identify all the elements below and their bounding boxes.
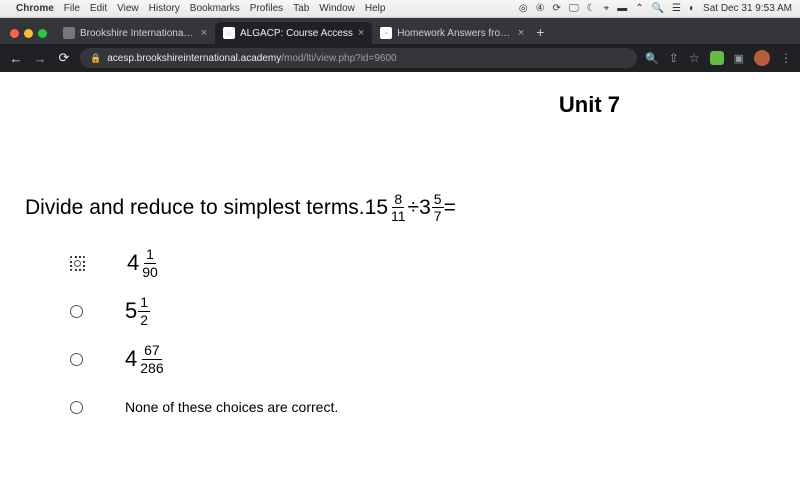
menu-help[interactable]: Help [365, 3, 386, 14]
radio-button[interactable] [70, 305, 83, 318]
choice-content: 467286 [125, 343, 166, 375]
bookmark-icon[interactable]: ☆ [689, 51, 700, 65]
menu-view[interactable]: View [117, 3, 139, 14]
share-icon[interactable]: ⇧ [669, 51, 679, 65]
browser-tab[interactable]: ▪ Homework Answers from Subj × [372, 22, 532, 44]
window-close-button[interactable] [10, 29, 19, 38]
extension-icon[interactable] [710, 51, 724, 65]
menu-bookmarks[interactable]: Bookmarks [190, 3, 240, 14]
page-content: Unit 7 Divide and reduce to simplest ter… [0, 72, 800, 500]
profile-avatar[interactable] [754, 50, 770, 66]
control-center-icon[interactable]: ☰ [672, 3, 681, 14]
answer-choice[interactable]: 4190 [70, 242, 338, 284]
status-icon: ④ [536, 3, 545, 14]
bluetooth-icon: ⌖ [604, 3, 610, 14]
chrome-window: Brookshire International Acade × ▣ ALGACP: … [0, 18, 800, 72]
tab-favicon: ▪ [380, 27, 392, 39]
unit-title: Unit 7 [559, 92, 620, 118]
choice-content: 4190 [127, 247, 160, 279]
answer-choice[interactable]: 467286 [70, 338, 338, 380]
tab-close-icon[interactable]: × [201, 27, 207, 39]
menu-file[interactable]: File [64, 3, 80, 14]
search-in-page-icon[interactable]: 🔍 [645, 52, 659, 65]
radio-button[interactable] [70, 256, 85, 271]
extensions-menu-icon[interactable]: ▣ [734, 52, 744, 65]
url-text: acesp.brookshireinternational.academy/mo… [107, 53, 396, 64]
status-icon: ◎ [519, 3, 528, 14]
lock-icon: 🔒 [90, 53, 101, 64]
chrome-menu-icon[interactable]: ⋮ [780, 51, 792, 65]
answer-choice[interactable]: None of these choices are correct. [70, 386, 338, 428]
tab-title: ALGACP: Course Access [240, 28, 353, 39]
forward-button: → [32, 51, 48, 66]
new-tab-button[interactable]: + [532, 24, 552, 44]
window-minimize-button[interactable] [24, 29, 33, 38]
macos-menubar: Chrome File Edit View History Bookmarks … [0, 0, 800, 18]
status-icon: ⟳ [553, 3, 561, 14]
menu-window[interactable]: Window [319, 3, 355, 14]
menu-tab[interactable]: Tab [293, 3, 309, 14]
dnd-icon: ☾ [587, 3, 596, 14]
answer-choices: 4190 512 467286 None of these choices are c… [70, 242, 338, 434]
radio-button[interactable] [70, 353, 83, 366]
tab-close-icon[interactable]: × [518, 27, 524, 39]
menu-profiles[interactable]: Profiles [250, 3, 283, 14]
tab-title: Homework Answers from Subj [397, 28, 513, 39]
reload-button[interactable]: ⟳ [56, 50, 72, 66]
back-button[interactable]: ← [8, 51, 24, 66]
battery-icon: ▬ [617, 3, 627, 14]
radio-button[interactable] [70, 401, 83, 414]
operand-a: 15 811 [365, 192, 408, 223]
window-maximize-button[interactable] [38, 29, 47, 38]
operand-b: 3 57 [419, 192, 443, 223]
answer-choice[interactable]: 512 [70, 290, 338, 332]
app-menu[interactable]: Chrome [16, 3, 54, 14]
browser-tab[interactable]: ▣ ALGACP: Course Access × [215, 22, 372, 44]
tab-close-icon[interactable]: × [358, 27, 364, 39]
address-bar[interactable]: 🔒 acesp.brookshireinternational.academy/… [80, 48, 637, 68]
menu-history[interactable]: History [149, 3, 180, 14]
browser-tab[interactable]: Brookshire International Acade × [55, 22, 215, 44]
menubar-clock: Sat Dec 31 9:53 AM [703, 3, 792, 14]
siri-icon[interactable]: ◐ [689, 3, 695, 14]
question-prompt: Divide and reduce to simplest terms. 15 … [25, 192, 456, 223]
tab-strip: Brookshire International Acade × ▣ ALGACP: … [0, 18, 800, 44]
tab-favicon: ▣ [223, 27, 235, 39]
choice-content: 512 [125, 295, 150, 327]
spotlight-icon[interactable]: 🔍 [652, 3, 664, 14]
tab-title: Brookshire International Acade [80, 28, 196, 39]
wifi-icon: ⌃ [635, 3, 643, 14]
tab-favicon [63, 27, 75, 39]
browser-toolbar: ← → ⟳ 🔒 acesp.brookshireinternational.ac… [0, 44, 800, 72]
display-icon: 🖵 [569, 3, 579, 14]
menu-edit[interactable]: Edit [90, 3, 107, 14]
choice-content: None of these choices are correct. [125, 399, 338, 415]
